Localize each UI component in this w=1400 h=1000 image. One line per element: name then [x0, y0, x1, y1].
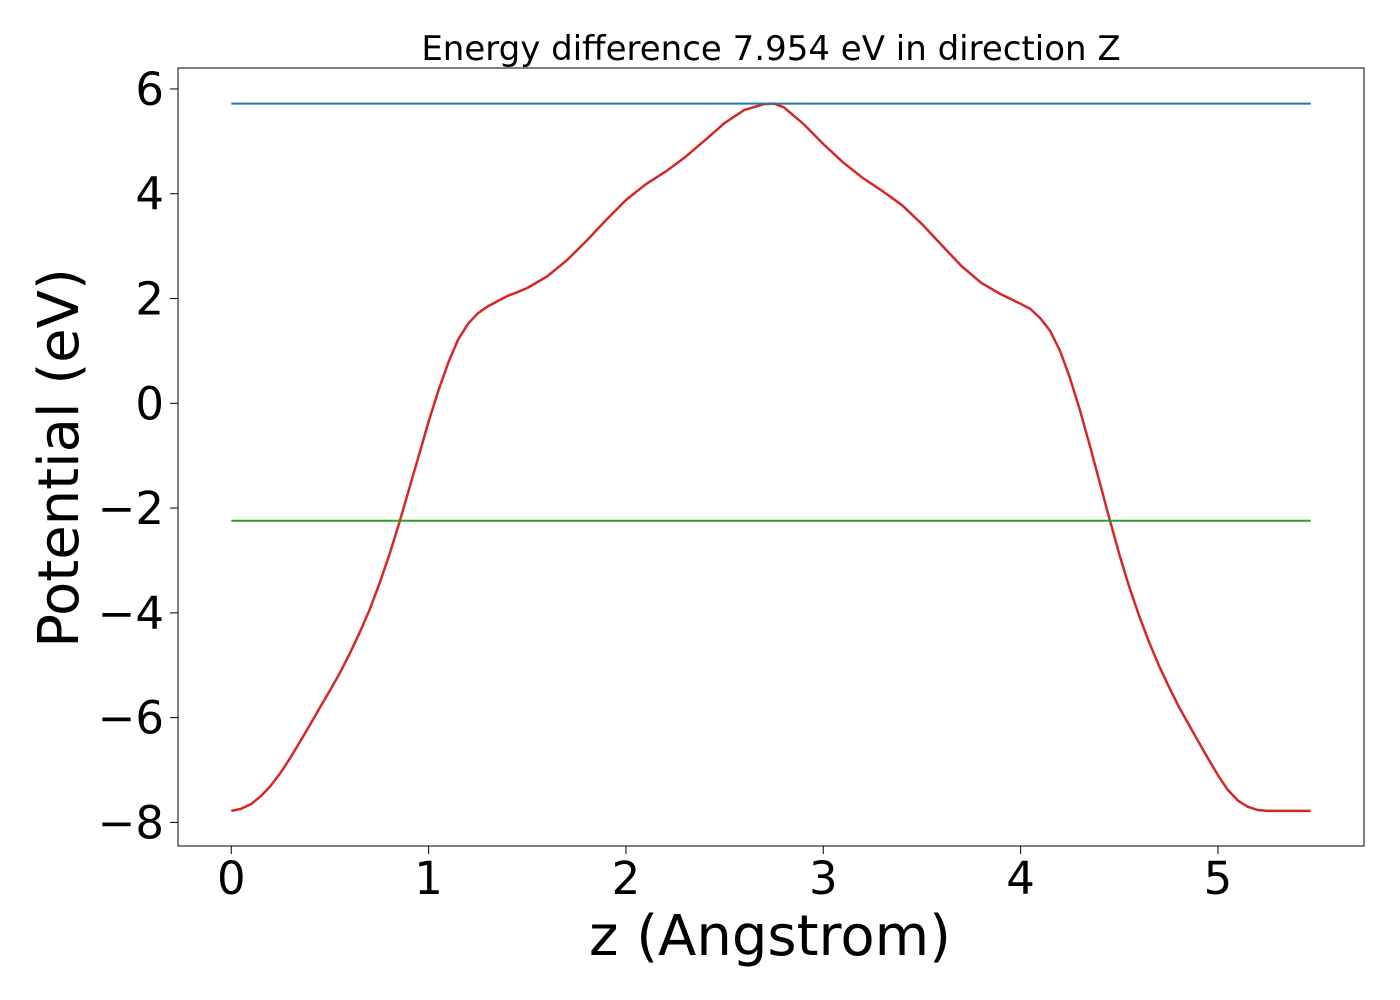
plot-area [231, 102, 1311, 813]
chart-title: Energy difference 7.954 eV in direction … [421, 29, 1120, 69]
x-tick-label: 3 [809, 852, 838, 905]
x-axis-ticks: 0 1 2 3 4 5 [217, 846, 1232, 905]
y-tick-label: 0 [135, 377, 164, 430]
y-tick-label: −2 [98, 482, 164, 535]
x-tick-label: 0 [217, 852, 246, 905]
y-tick-label: −4 [98, 587, 164, 640]
x-axis-label: z (Angstrom) [589, 904, 951, 969]
y-tick-label: 4 [135, 168, 164, 221]
y-tick-label: −8 [98, 796, 164, 849]
x-tick-label: 1 [414, 852, 443, 905]
y-tick-label: −6 [98, 692, 164, 745]
x-tick-label: 4 [1006, 852, 1035, 905]
x-tick-label: 5 [1204, 852, 1233, 905]
y-tick-label: 6 [135, 63, 164, 116]
y-axis-label: Potential (eV) [27, 268, 92, 648]
y-tick-label: 2 [135, 273, 164, 326]
y-axis-ticks: 6 4 2 0 −2 −4 −6 −8 [98, 63, 178, 849]
axes-frame [177, 67, 1365, 847]
x-tick-label: 2 [612, 852, 641, 905]
